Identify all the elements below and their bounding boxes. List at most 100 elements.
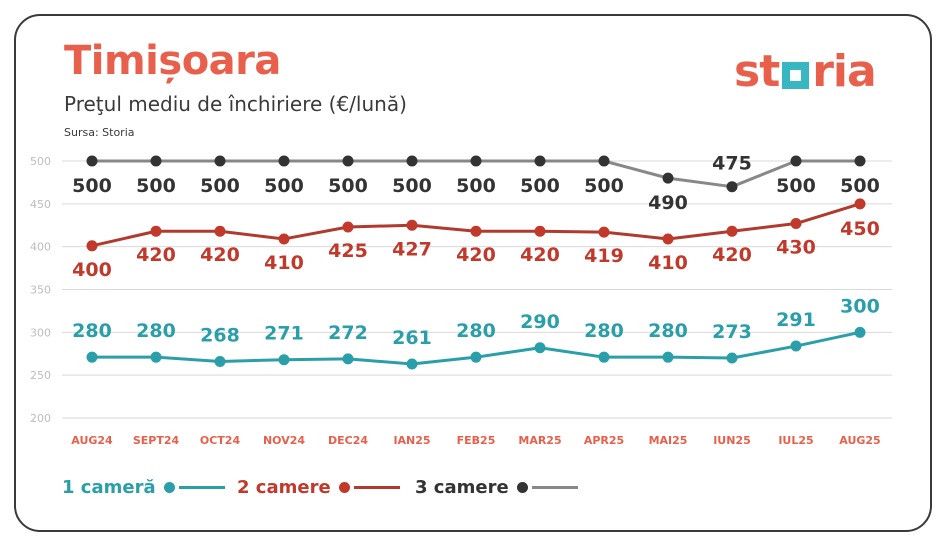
storia-logo: st ria — [734, 45, 877, 97]
data-label-1-camera-apr25: 280 — [584, 320, 624, 342]
y-tick-450: 450 — [30, 198, 51, 211]
y-tick-350: 350 — [30, 284, 51, 297]
point-2-camere-aug25 — [854, 198, 866, 210]
data-label-2-camere-aug25: 450 — [840, 218, 880, 240]
data-label-1-camera-aug25: 300 — [840, 295, 880, 317]
x-tick-apr25: APR25 — [584, 434, 624, 447]
y-tick-300: 300 — [30, 326, 51, 339]
series-line-2-camere — [91, 202, 861, 248]
data-label-2-camere-iun25: 420 — [712, 244, 752, 266]
data-label-3-camere-iun25: 475 — [712, 153, 752, 175]
point-3-camere-nov24 — [278, 155, 290, 167]
point-3-camere-iun25 — [726, 181, 738, 193]
legend-line-2-camere — [353, 486, 400, 489]
chart-card — [14, 14, 932, 532]
x-tick-mar25: MAR25 — [518, 434, 561, 447]
data-label-3-camere-dec24: 500 — [328, 175, 368, 197]
point-3-camere-aug25 — [854, 155, 866, 167]
point-1-camera-iun25 — [726, 352, 738, 364]
x-tick-iul25: IUL25 — [778, 434, 813, 447]
legend-label-2-camere: 2 camere — [237, 477, 331, 498]
x-tick-mai25: MAI25 — [649, 434, 688, 447]
point-3-camere-aug24 — [86, 155, 98, 167]
x-tick-ian25: IAN25 — [393, 434, 430, 447]
point-3-camere-ian25 — [406, 155, 418, 167]
point-1-camera-dec24 — [342, 353, 354, 365]
legend-label-3-camere: 3 camere — [415, 477, 509, 498]
logo-o-square — [782, 61, 810, 89]
point-1-camera-aug25 — [854, 326, 866, 338]
legend-item-3-camere: 3 camere — [415, 477, 578, 498]
legend-item-2-camere: 2 camere — [237, 477, 400, 498]
data-label-1-camera-mar25: 290 — [520, 311, 560, 333]
data-label-1-camera-mai25: 280 — [648, 320, 688, 342]
data-label-2-camere-iul25: 430 — [776, 237, 816, 259]
point-2-camere-mar25 — [534, 225, 546, 237]
data-label-2-camere-aug24: 400 — [72, 259, 112, 281]
point-3-camere-sept24 — [150, 155, 162, 167]
legend-line-3-camere — [531, 486, 578, 489]
x-tick-dec24: DEC24 — [328, 434, 368, 447]
data-label-2-camere-ian25: 427 — [392, 238, 432, 260]
point-2-camere-iun25 — [726, 225, 738, 237]
data-label-1-camera-ian25: 261 — [392, 327, 432, 349]
point-3-camere-feb25 — [470, 155, 482, 167]
data-label-1-camera-nov24: 271 — [264, 323, 304, 345]
legend-label-1-camera: 1 cameră — [62, 477, 156, 498]
data-label-2-camere-sept24: 420 — [136, 244, 176, 266]
point-1-camera-oct24 — [214, 355, 226, 367]
data-label-3-camere-nov24: 500 — [264, 175, 304, 197]
point-2-camere-iul25 — [790, 218, 802, 230]
point-1-camera-ian25 — [406, 358, 418, 370]
data-label-3-camere-apr25: 500 — [584, 175, 624, 197]
data-label-1-camera-dec24: 272 — [328, 322, 368, 344]
point-3-camere-apr25 — [598, 155, 610, 167]
x-tick-sept24: SEPT24 — [133, 434, 180, 447]
legend-marker-1-camera — [163, 482, 175, 493]
point-1-camera-nov24 — [278, 354, 290, 366]
y-tick-400: 400 — [30, 241, 51, 254]
x-tick-oct24: OCT24 — [200, 434, 241, 447]
data-label-3-camere-mar25: 500 — [520, 175, 560, 197]
point-2-camere-aug24 — [86, 240, 98, 252]
chart-source: Sursa: Storia — [64, 126, 135, 139]
y-tick-250: 250 — [30, 369, 51, 382]
legend-marker-2-camere — [338, 482, 350, 493]
point-1-camera-feb25 — [470, 351, 482, 363]
data-label-1-camera-aug24: 280 — [72, 320, 112, 342]
data-label-1-camera-sept24: 280 — [136, 320, 176, 342]
data-label-3-camere-sept24: 500 — [136, 175, 176, 197]
point-3-camere-dec24 — [342, 155, 354, 167]
point-1-camera-aug24 — [86, 351, 98, 363]
y-tick-500: 500 — [30, 155, 51, 168]
data-label-3-camere-ian25: 500 — [392, 175, 432, 197]
legend-item-1-camera: 1 cameră — [62, 477, 225, 498]
point-1-camera-mar25 — [534, 342, 546, 354]
data-label-3-camere-feb25: 500 — [456, 175, 496, 197]
point-1-camera-apr25 — [598, 351, 610, 363]
x-tick-nov24: NOV24 — [263, 434, 305, 447]
data-label-1-camera-iun25: 273 — [712, 321, 752, 343]
legend-line-1-camera — [178, 486, 225, 489]
legend: 1 cameră 2 camere 3 camere — [0, 477, 950, 501]
legend-marker-3-camere — [516, 482, 528, 493]
data-label-2-camere-feb25: 420 — [456, 244, 496, 266]
point-2-camere-sept24 — [150, 225, 162, 237]
logo-text-right: ria — [812, 45, 876, 97]
data-label-2-camere-nov24: 410 — [264, 252, 304, 274]
data-label-1-camera-feb25: 280 — [456, 320, 496, 342]
data-label-3-camere-mai25: 490 — [648, 192, 688, 214]
point-2-camere-dec24 — [342, 221, 354, 233]
x-tick-iun25: IUN25 — [713, 434, 751, 447]
point-3-camere-mar25 — [534, 155, 546, 167]
chart-title: Timișoara — [64, 38, 281, 84]
x-tick-aug24: AUG24 — [71, 434, 113, 447]
data-label-3-camere-aug25: 500 — [840, 175, 880, 197]
point-3-camere-mai25 — [662, 172, 674, 184]
data-label-3-camere-aug24: 500 — [72, 175, 112, 197]
point-2-camere-ian25 — [406, 219, 418, 231]
point-3-camere-oct24 — [214, 155, 226, 167]
point-1-camera-mai25 — [662, 351, 674, 363]
data-label-2-camere-mai25: 410 — [648, 252, 688, 274]
